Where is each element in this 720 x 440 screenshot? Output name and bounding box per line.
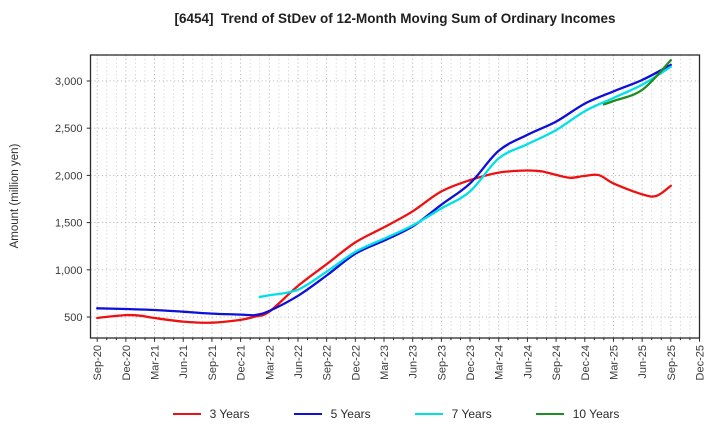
series-line-7-years: [258, 65, 672, 299]
y-tick-label: 2,500: [55, 123, 83, 135]
x-tick-label: Sep-25: [666, 345, 678, 380]
axis-frame: [89, 54, 701, 339]
x-tick-label: Mar-22: [264, 345, 276, 380]
x-tick-label: Jun-23: [408, 345, 420, 379]
x-tick-label: Dec-22: [350, 345, 362, 380]
x-tick-label: Sep-22: [322, 345, 334, 380]
legend-label: 7 Years: [451, 407, 492, 421]
series-line-3-years: [96, 169, 672, 324]
y-tick-label: 2,000: [55, 170, 83, 182]
series-lines: [96, 59, 672, 324]
x-tick-label: Sep-20: [92, 345, 104, 380]
gridlines-major: [90, 55, 700, 338]
x-tick-label: Mar-24: [494, 345, 506, 380]
y-tick-label: 1,500: [55, 218, 83, 230]
x-tick-label: Mar-23: [379, 345, 391, 380]
legend-line-swatch-blue: [293, 413, 322, 415]
x-tick-label: Sep-21: [207, 345, 219, 380]
x-tick-label: Mar-25: [608, 345, 620, 380]
legend-item-5-years: 5 Years: [293, 407, 371, 421]
x-tick-label: Jun-22: [293, 345, 305, 379]
legend-label: 10 Years: [572, 407, 620, 421]
y-tick-labels: 500 1,000 1,500 2,000 2,500 3,000: [55, 76, 83, 324]
x-tick-label: Dec-20: [121, 345, 133, 380]
x-tick-label: Dec-21: [236, 345, 248, 380]
chart-title: [6454] Trend of StDev of 12-Month Moving…: [174, 11, 616, 26]
x-tick-label: Jun-25: [637, 345, 649, 379]
x-tick-label: Dec-25: [695, 345, 707, 380]
legend-label: 3 Years: [209, 407, 250, 421]
x-tick-label: Jun-24: [522, 345, 534, 379]
legend-label: 5 Years: [330, 407, 371, 421]
legend-line-swatch-red: [172, 413, 201, 415]
legend-line-swatch-cyan: [414, 413, 443, 415]
legend: 3 Years 5 Years 7 Years 10 Years: [90, 407, 702, 421]
y-tick-label: 3,000: [55, 76, 83, 88]
x-tick-labels: Sep-20 Dec-20 Mar-21 Jun-21 Sep-21 Dec-21 Mar-…: [92, 345, 706, 380]
x-tick-label: Dec-23: [465, 345, 477, 380]
y-tick-label: 1,000: [55, 265, 83, 277]
series-line-10-years: [602, 59, 672, 106]
axis-ticks: [86, 80, 700, 342]
x-tick-label: Jun-21: [178, 345, 190, 379]
y-tick-label: 500: [64, 312, 82, 324]
x-tick-label: Mar-21: [150, 345, 162, 380]
legend-item-7-years: 7 Years: [414, 407, 492, 421]
legend-line-swatch-green: [535, 413, 564, 415]
series-line-5-years: [96, 63, 672, 317]
x-tick-label: Sep-23: [436, 345, 448, 380]
x-tick-label: Sep-24: [551, 345, 563, 380]
x-tick-label: Dec-24: [580, 345, 592, 380]
legend-item-3-years: 3 Years: [172, 407, 250, 421]
gridlines-minor: [106, 55, 691, 338]
legend-item-10-years: 10 Years: [535, 407, 620, 421]
